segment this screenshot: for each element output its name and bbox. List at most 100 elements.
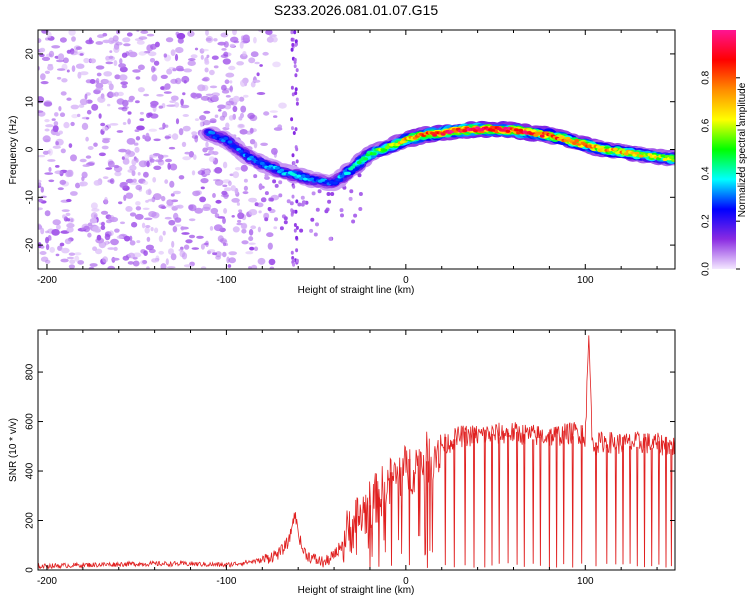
noise-speck	[142, 134, 146, 139]
noise-speck	[96, 72, 102, 77]
noise-speck	[248, 229, 254, 236]
noise-speck	[57, 245, 63, 251]
noise-speck	[212, 252, 218, 256]
noise-speck	[228, 251, 237, 256]
noise-speck	[122, 99, 129, 107]
noise-speck	[290, 85, 294, 90]
snr-line	[38, 335, 675, 570]
spectrogram-y-tick-label: -20	[25, 237, 36, 252]
noise-speck	[182, 156, 191, 161]
noise-speck	[75, 182, 81, 189]
noise-speck	[106, 219, 112, 224]
noise-speck	[199, 115, 207, 121]
noise-speck	[293, 228, 297, 233]
noise-speck	[137, 87, 145, 93]
snr-x-tick-label: 0	[403, 576, 409, 587]
noise-speck	[105, 61, 114, 65]
noise-speck	[125, 206, 133, 212]
noise-speck	[241, 240, 249, 245]
noise-speck	[108, 230, 114, 236]
noise-speck	[74, 252, 82, 256]
noise-speck	[291, 42, 295, 47]
noise-speck	[129, 164, 137, 171]
noise-speck	[158, 235, 163, 243]
snr-dropout	[377, 497, 380, 567]
colorbar-label: Normalized spectral amplitude	[737, 82, 748, 217]
noise-speck	[257, 226, 261, 233]
noise-speck	[242, 191, 249, 195]
snr-dropout	[464, 431, 467, 566]
noise-speck	[174, 224, 182, 227]
spectrogram-x-tick-label: 100	[577, 275, 594, 286]
noise-speck	[40, 256, 49, 262]
noise-speck	[66, 218, 71, 222]
noise-speck	[278, 193, 283, 198]
noise-speck	[293, 64, 297, 69]
noise-speck	[58, 130, 63, 135]
noise-speck	[177, 38, 184, 44]
noise-speck	[60, 258, 69, 263]
noise-speck	[188, 218, 196, 222]
noise-speck	[42, 150, 49, 155]
noise-speck	[166, 199, 174, 206]
noise-speck	[47, 159, 56, 162]
noise-speck	[249, 246, 255, 251]
noise-speck	[169, 100, 176, 103]
noise-speck	[293, 223, 297, 227]
noise-speck	[118, 63, 126, 68]
noise-speck	[87, 222, 93, 227]
noise-speck	[194, 207, 203, 214]
noise-speck	[248, 197, 258, 203]
noise-speck	[41, 56, 51, 62]
noise-speck	[201, 78, 208, 82]
noise-speck	[185, 239, 193, 244]
noise-speck	[174, 102, 180, 108]
noise-speck	[85, 155, 92, 159]
snr-dropout	[555, 428, 558, 568]
noise-speck	[211, 92, 220, 97]
noise-speck	[249, 114, 258, 122]
noise-speck	[203, 110, 211, 114]
ridge-blob	[623, 152, 629, 156]
noise-speck	[232, 105, 238, 113]
noise-speck	[273, 127, 283, 131]
noise-speck	[149, 58, 156, 63]
noise-speck	[118, 201, 123, 205]
noise-speck	[103, 71, 113, 77]
noise-speck	[44, 210, 51, 217]
noise-speck	[100, 122, 106, 127]
noise-speck	[236, 202, 240, 206]
noise-speck	[183, 244, 190, 250]
noise-speck	[139, 118, 145, 122]
snr-x-tick-label: -200	[37, 576, 57, 587]
noise-speck	[267, 207, 272, 211]
noise-speck	[104, 233, 111, 241]
noise-speck	[144, 227, 150, 234]
noise-speck	[243, 185, 248, 191]
noise-speck	[295, 199, 299, 204]
noise-speck	[258, 183, 263, 191]
noise-speck	[272, 179, 277, 184]
noise-speck	[148, 112, 153, 117]
noise-speck	[48, 50, 55, 58]
noise-speck	[68, 143, 73, 149]
noise-speck	[38, 38, 42, 43]
noise-speck	[269, 197, 274, 202]
noise-speck	[147, 51, 157, 57]
ridge-blob	[516, 131, 521, 135]
noise-speck	[128, 49, 133, 55]
noise-speck	[230, 185, 236, 192]
snr-dropout	[390, 472, 393, 566]
noise-speck	[262, 51, 269, 56]
colorbar-tick-label: 0.2	[701, 214, 712, 228]
noise-speck	[301, 200, 306, 205]
ridge-blob	[356, 161, 362, 165]
noise-speck	[56, 224, 61, 230]
noise-speck	[223, 41, 229, 48]
noise-speck	[38, 198, 43, 203]
noise-speck	[40, 81, 49, 85]
noise-speck	[170, 95, 179, 101]
noise-speck	[293, 57, 297, 62]
noise-speck	[160, 86, 165, 90]
noise-speck	[211, 95, 219, 102]
